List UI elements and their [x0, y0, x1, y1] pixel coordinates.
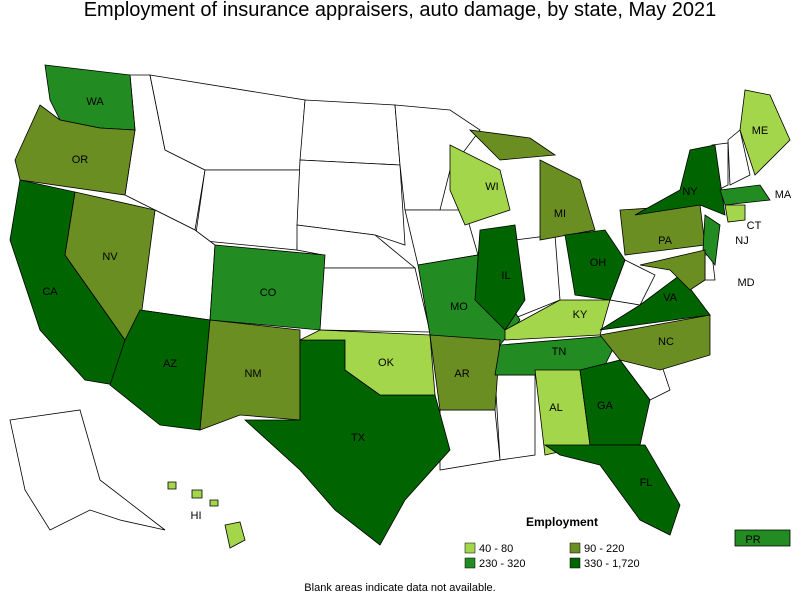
legend-label: 40 - 80 — [479, 543, 513, 555]
state — [543, 444, 681, 536]
state — [634, 144, 726, 216]
state-label: IL — [501, 270, 510, 282]
state — [191, 489, 203, 499]
state — [449, 144, 511, 226]
state-label: GA — [597, 400, 614, 412]
state-label: MI — [554, 208, 566, 220]
state — [579, 359, 651, 446]
state-label: AZ — [163, 358, 177, 370]
state-label: KY — [573, 309, 588, 321]
state-label: NV — [102, 251, 118, 263]
state-label: OR — [72, 154, 89, 166]
state-label: AL — [549, 402, 562, 414]
state-label: CO — [260, 287, 277, 299]
state-label: MO — [450, 301, 468, 313]
state-label: AR — [454, 368, 469, 380]
blank-states — [9, 74, 751, 531]
map-title: Employment of insurance appraisers, auto… — [84, 0, 717, 21]
state — [539, 159, 596, 241]
note: Blank areas indicate data not available. — [304, 582, 495, 594]
state — [209, 499, 219, 507]
state — [224, 521, 246, 549]
state — [564, 229, 626, 301]
state-label: NM — [244, 368, 261, 380]
state — [474, 224, 526, 331]
state — [167, 481, 177, 490]
state — [702, 214, 721, 266]
legend-swatch — [464, 557, 476, 569]
state-label: NY — [682, 186, 698, 198]
state-label: VA — [663, 292, 678, 304]
state-label: TX — [351, 432, 366, 444]
state-label: NJ — [735, 235, 748, 247]
legend: Employment 40 - 80 90 - 220 230 - 320 330 -… — [464, 515, 640, 570]
state-label: CA — [42, 286, 58, 298]
state — [299, 329, 436, 396]
state-label: PA — [658, 235, 673, 247]
legend-swatch — [569, 542, 581, 554]
state — [504, 299, 611, 341]
legend-label: 90 - 220 — [584, 543, 624, 555]
state-label: FL — [640, 477, 653, 489]
state — [619, 204, 706, 256]
state-label: CT — [747, 220, 762, 232]
legend-label: 330 - 1,720 — [584, 558, 640, 570]
state-label: WI — [485, 181, 498, 193]
state — [724, 204, 746, 223]
legend-swatch — [464, 542, 476, 554]
state-label: ME — [752, 125, 769, 137]
state-label: WA — [86, 96, 104, 108]
state-label: MD — [737, 277, 754, 289]
state — [468, 129, 557, 161]
state-label: HI — [191, 510, 202, 522]
state — [14, 104, 136, 196]
legend-title: Employment — [526, 515, 598, 529]
state — [719, 184, 771, 206]
state-label: NC — [658, 336, 674, 348]
state-label: OK — [378, 357, 395, 369]
states: WA OR CA NV AZ CO NM TX OK MO AR IL WI MI OH KY TN AL GA FL… — [9, 64, 792, 549]
state — [639, 249, 706, 291]
state — [199, 319, 301, 431]
state — [739, 89, 791, 176]
state — [429, 334, 501, 411]
state-label: TN — [552, 346, 567, 358]
state — [734, 529, 791, 547]
state-label: MA — [775, 189, 792, 201]
state-label: OH — [590, 257, 607, 269]
legend-swatch — [569, 557, 581, 569]
state — [599, 314, 711, 371]
legend-label: 230 - 320 — [479, 558, 525, 570]
state-label: PR — [745, 534, 760, 546]
